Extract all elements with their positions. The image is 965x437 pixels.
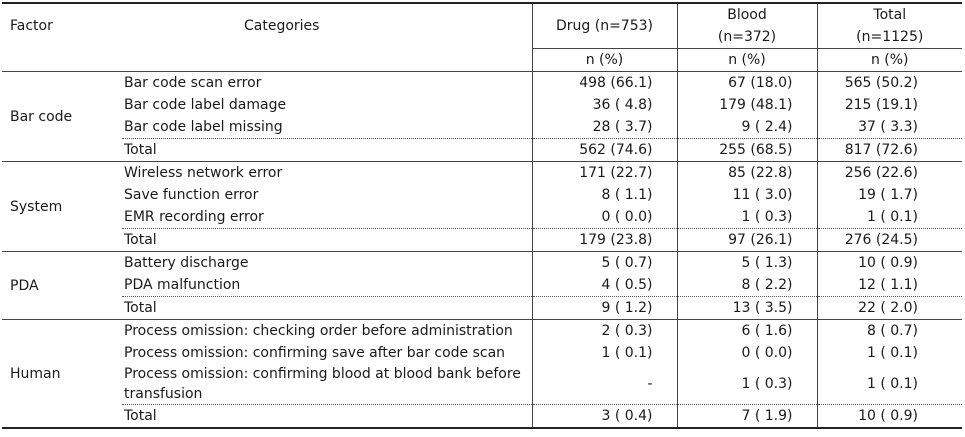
category-cell: Process omission: checking order before … <box>124 323 513 339</box>
categories-header: Categories <box>244 18 320 35</box>
total-label: Total <box>122 404 532 429</box>
category-cell: Bar code label damage <box>124 97 287 113</box>
total-total-cell: 276 (24.5) <box>816 228 962 252</box>
total-blood-cell: 97 (26.1) <box>676 228 817 252</box>
total-drug-cell: 562 (74.6) <box>531 138 677 162</box>
total-cell: 37 ( 3.3) <box>816 116 962 139</box>
total-label: Total <box>122 296 532 320</box>
table-row: Save function error 8 ( 1.1) 11 ( 3.0) 19 (… <box>2 184 962 206</box>
total-cell: 215 (19.1) <box>816 94 962 116</box>
total-drug-cell: 179 (23.8) <box>531 228 677 252</box>
blood-cell: 67 (18.0) <box>676 71 817 94</box>
total-label: Total <box>122 228 532 252</box>
total-blood-cell: 7 ( 1.9) <box>676 404 817 429</box>
table-row: PDA Battery discharge 5 ( 0.7) 5 ( 1.3) 10 (… <box>2 251 962 320</box>
blood-cell: 6 ( 1.6) <box>676 319 817 342</box>
drug-cell: 0 ( 0.0) <box>531 206 677 229</box>
drug-cell: 28 ( 3.7) <box>531 116 677 139</box>
category-cell: Wireless network error <box>124 165 283 181</box>
drug-cell: 1 ( 0.1) <box>531 342 677 364</box>
header-row: Factor Categories Drug (n=753) Blood Tot… <box>2 3 962 49</box>
blood-cell: 11 ( 3.0) <box>676 184 817 206</box>
table-row: System Wireless network error 171 (22.7) 85… <box>2 161 962 252</box>
drug-cell: 4 ( 0.5) <box>531 274 677 297</box>
total-cell: 1 ( 0.1) <box>816 364 962 405</box>
total-cell: 10 ( 0.9) <box>816 251 962 274</box>
drug-cell: 2 ( 0.3) <box>531 319 677 342</box>
total-header: Total <box>816 3 962 26</box>
blood-cell: 179 (48.1) <box>676 94 817 116</box>
table-row: Bar code Bar code scan error 498 (66.1) 67 … <box>2 71 962 162</box>
unit-row: n (%) n (%) n (%) <box>2 48 962 72</box>
category-cell: PDA malfunction <box>124 277 241 293</box>
total-n-header: (n=1125) <box>816 26 962 49</box>
total-row: Total 3 ( 0.4) 7 ( 1.9) 10 ( 0.9) <box>2 404 962 429</box>
blood-cell: 9 ( 2.4) <box>676 116 817 139</box>
total-row: Total 179 (23.8) 97 (26.1) 276 (24.5) <box>2 228 962 252</box>
factor-cell: Bar code <box>2 71 122 162</box>
total-cell: 565 (50.2) <box>816 71 962 94</box>
total-total-cell: 10 ( 0.9) <box>816 404 962 429</box>
drug-cell: 8 ( 1.1) <box>531 184 677 206</box>
unit-spacer <box>122 48 532 72</box>
unit-spacer <box>2 48 122 72</box>
drug-cell: 498 (66.1) <box>531 71 677 94</box>
header-row-2: (n=372) (n=1125) <box>2 26 962 49</box>
table-row: EMR recording error 0 ( 0.0) 1 ( 0.3) 1 ( 0… <box>2 206 962 229</box>
blood-cell: 85 (22.8) <box>676 161 817 184</box>
blood-cell: 1 ( 0.3) <box>676 364 817 405</box>
total-unit: n (%) <box>816 48 962 72</box>
category-cell: Process omission: confirming blood at bl… <box>124 366 521 402</box>
drug-header: Drug (n=753) <box>531 3 677 49</box>
drug-cell: 5 ( 0.7) <box>531 251 677 274</box>
error-table: Factor Categories Drug (n=753) Blood Tot… <box>2 2 962 429</box>
total-total-cell: 22 ( 2.0) <box>816 296 962 320</box>
table-row: PDA malfunction 4 ( 0.5) 8 ( 2.2) 12 ( 1.1) <box>2 274 962 297</box>
total-cell: 19 ( 1.7) <box>816 184 962 206</box>
factor-cell: Human <box>2 319 122 429</box>
category-cell: Battery discharge <box>124 255 249 271</box>
blood-unit: n (%) <box>676 48 817 72</box>
table-row: Human Process omission: checking order be… <box>2 319 962 429</box>
total-drug-cell: 9 ( 1.2) <box>531 296 677 320</box>
total-cell: 256 (22.6) <box>816 161 962 184</box>
total-cell: 12 ( 1.1) <box>816 274 962 297</box>
blood-cell: 5 ( 1.3) <box>676 251 817 274</box>
category-cell: Bar code scan error <box>124 75 262 91</box>
total-label: Total <box>122 138 532 162</box>
table-row: Process omission: confirming blood at bl… <box>2 364 962 405</box>
category-cell: EMR recording error <box>124 209 264 225</box>
total-cell: 1 ( 0.1) <box>816 206 962 229</box>
table-body: Bar code Bar code scan error 498 (66.1) 67 … <box>2 71 962 429</box>
total-cell: 1 ( 0.1) <box>816 342 962 364</box>
blood-header: Blood <box>676 3 817 26</box>
blood-cell: 0 ( 0.0) <box>676 342 817 364</box>
table-row: Process omission: confirming save after … <box>2 342 962 364</box>
category-cell: Process omission: confirming save after … <box>124 345 506 361</box>
total-drug-cell: 3 ( 0.4) <box>531 404 677 429</box>
category-cell: Save function error <box>124 187 259 203</box>
drug-unit: n (%) <box>531 48 677 72</box>
table-row: Bar code label missing 28 ( 3.7) 9 ( 2.4) 3… <box>2 116 962 139</box>
total-cell: 8 ( 0.7) <box>816 319 962 342</box>
drug-cell: 36 ( 4.8) <box>531 94 677 116</box>
total-total-cell: 817 (72.6) <box>816 138 962 162</box>
total-blood-cell: 255 (68.5) <box>676 138 817 162</box>
blood-cell: 1 ( 0.3) <box>676 206 817 229</box>
total-row: Total 562 (74.6) 255 (68.5) 817 (72.6) <box>2 138 962 162</box>
blood-cell: 8 ( 2.2) <box>676 274 817 297</box>
total-blood-cell: 13 ( 3.5) <box>676 296 817 320</box>
factor-header: Factor <box>10 18 53 35</box>
drug-cell: 171 (22.7) <box>531 161 677 184</box>
category-cell: Bar code label missing <box>124 119 283 135</box>
table-row: Bar code label damage 36 ( 4.8) 179 (48.1)… <box>2 94 962 116</box>
blood-n-header: (n=372) <box>676 26 817 49</box>
drug-cell: - <box>531 364 677 405</box>
factor-cell: PDA <box>2 251 122 320</box>
factor-cell: System <box>2 161 122 252</box>
total-row: Total 9 ( 1.2) 13 ( 3.5) 22 ( 2.0) <box>2 296 962 320</box>
